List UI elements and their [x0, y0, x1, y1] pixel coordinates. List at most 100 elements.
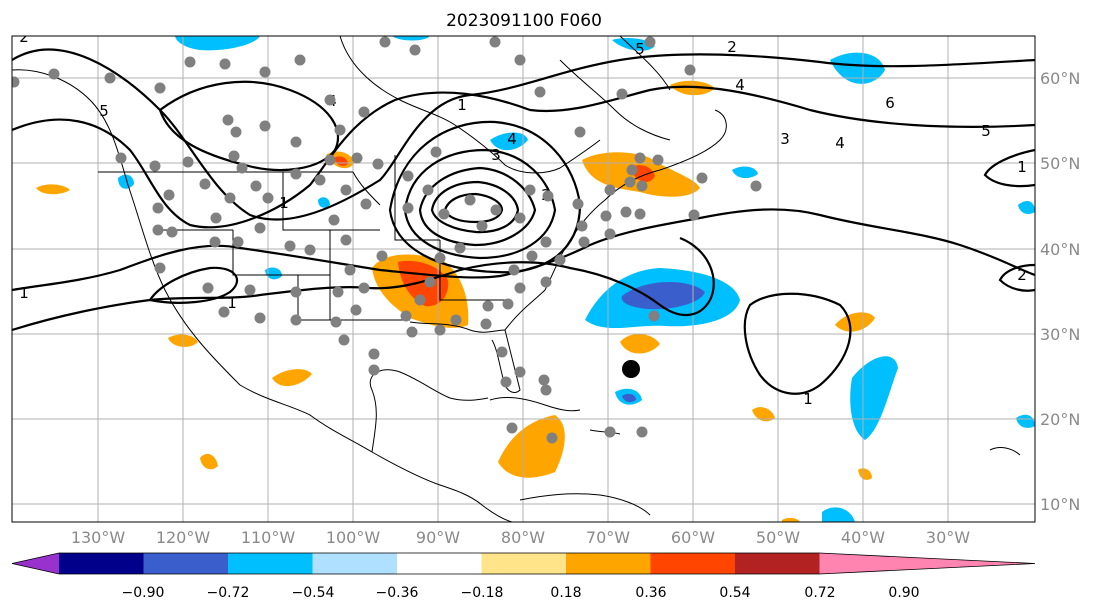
- colorbar-tick-label: 0.36: [635, 585, 666, 601]
- station-dot: [688, 209, 700, 221]
- station-dot: [514, 366, 526, 378]
- station-dot: [182, 156, 194, 168]
- lat-label: 30°N: [1040, 325, 1080, 344]
- station-dot: [636, 180, 648, 192]
- station-dot: [696, 172, 708, 184]
- station-dot: [490, 204, 502, 216]
- station-dot: [524, 184, 536, 196]
- station-dot: [330, 316, 342, 328]
- station-dot: [209, 236, 221, 248]
- station-dot: [250, 180, 262, 192]
- station-dot: [648, 310, 660, 322]
- colorbar-tick-label: −0.36: [376, 585, 419, 601]
- station-dot: [438, 208, 450, 220]
- station-dot: [502, 298, 514, 310]
- lon-label: 60°W: [671, 528, 715, 547]
- station-dot: [219, 58, 231, 70]
- colorbar-segment: [650, 553, 736, 574]
- station-dot: [210, 212, 222, 224]
- station-dot: [338, 334, 350, 346]
- station-dot: [304, 244, 316, 256]
- station-dot: [508, 264, 520, 276]
- map-title: 2023091100 F060: [446, 11, 602, 31]
- station-dot: [644, 36, 656, 48]
- station-dot: [500, 376, 512, 388]
- station-dot: [236, 162, 248, 174]
- colorbar-tick-label: 0.90: [888, 585, 919, 601]
- station-dot: [290, 286, 302, 298]
- station-dot: [554, 254, 566, 266]
- latitude-labels: 60°N 50°N 40°N 30°N 20°N 10°N: [1040, 69, 1080, 514]
- station-dot: [572, 198, 584, 210]
- contour-label: 5: [635, 40, 645, 58]
- colorbar-segment: [312, 553, 398, 574]
- contour-label: 4: [507, 130, 517, 148]
- station-dot: [166, 226, 178, 238]
- station-dot: [358, 282, 370, 294]
- colorbar-segment: [12, 553, 59, 574]
- station-dot: [259, 120, 271, 132]
- station-dot: [406, 326, 418, 338]
- station-dot: [48, 68, 60, 80]
- colorbar: [11, 552, 1036, 575]
- colorbar-tick-label: 0.72: [804, 585, 835, 601]
- colorbar-tick-label: 0.54: [719, 585, 750, 601]
- station-dot: [450, 314, 462, 326]
- station-dot: [546, 432, 558, 444]
- station-dots: [12, 36, 762, 444]
- colorbar-segment: [59, 553, 144, 574]
- station-dot: [224, 192, 236, 204]
- station-dot: [290, 136, 302, 148]
- station-dot: [332, 286, 344, 298]
- station-dot: [652, 154, 664, 166]
- station-dot: [351, 152, 363, 164]
- station-dot: [604, 184, 616, 196]
- station-dot: [254, 312, 266, 324]
- station-dot: [634, 208, 646, 220]
- colorbar-tick-label: −0.90: [122, 585, 165, 601]
- contour-label: 1: [227, 294, 237, 312]
- contour-label: 5: [99, 102, 109, 120]
- station-dot: [578, 236, 590, 248]
- station-dot: [482, 300, 494, 312]
- station-dot: [163, 189, 175, 201]
- station-dot: [400, 310, 412, 322]
- station-dot: [360, 198, 372, 210]
- lon-label: 50°W: [756, 528, 800, 547]
- lon-label: 70°W: [586, 528, 630, 547]
- station-dot: [290, 168, 302, 180]
- station-dot: [328, 214, 340, 226]
- contour-label: 5: [981, 122, 991, 140]
- station-dot: [540, 236, 552, 248]
- station-dot: [154, 262, 166, 274]
- station-dot: [540, 384, 552, 396]
- station-dot: [489, 36, 501, 48]
- station-dot: [464, 194, 476, 206]
- station-dot: [422, 184, 434, 196]
- colorbar-segment: [397, 553, 482, 574]
- station-dot: [620, 206, 632, 218]
- station-dot: [540, 276, 552, 288]
- station-dot: [115, 152, 127, 164]
- station-dot: [514, 212, 526, 224]
- station-dot: [526, 250, 538, 262]
- station-dot: [506, 422, 518, 434]
- station-dot: [604, 228, 616, 240]
- colorbar-tick-labels: −0.90 −0.72 −0.54 −0.36 −0.18 0.18 0.36 …: [122, 585, 920, 601]
- station-dot: [624, 176, 636, 188]
- station-dot: [454, 242, 466, 254]
- contour-label: 1: [19, 284, 29, 302]
- station-dot: [626, 164, 638, 176]
- longitude-labels: 130°W 120°W 110°W 100°W 90°W 80°W 70°W 6…: [71, 528, 970, 547]
- contour-label: 6: [885, 94, 895, 112]
- lat-label: 50°N: [1040, 154, 1080, 173]
- contour-label: 4: [735, 76, 745, 94]
- station-dot: [230, 126, 242, 138]
- contour-label: 2: [1017, 266, 1027, 284]
- station-dot: [634, 152, 646, 164]
- station-dot: [402, 170, 414, 182]
- contour-label: 2: [19, 28, 29, 46]
- lat-label: 20°N: [1040, 410, 1080, 429]
- station-dot: [379, 36, 391, 48]
- station-dot: [350, 304, 362, 316]
